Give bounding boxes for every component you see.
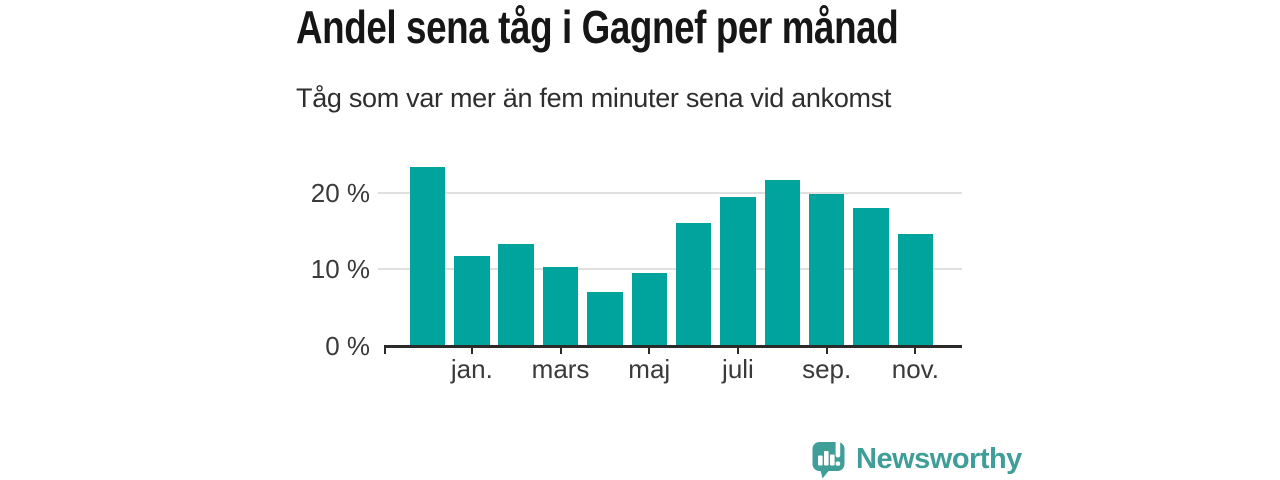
x-axis-line (384, 345, 962, 348)
bar (542, 267, 579, 346)
chart-title: Andel sena tåg i Gagnef per månad (296, 1, 899, 53)
x-tick-label: nov. (891, 354, 939, 384)
bar (853, 208, 889, 346)
bar (409, 167, 446, 346)
bar (897, 234, 934, 346)
bar-chart-plot: jan. mars maj juli sep. nov. (378, 160, 962, 383)
x-axis-tick (736, 347, 739, 354)
bar (631, 273, 667, 346)
y-tick-label: 20 % (310, 177, 370, 208)
x-axis-tick (470, 347, 473, 354)
brand-name: Newsworthy (856, 442, 1022, 475)
x-tick-label: maj (628, 354, 671, 384)
bar (764, 179, 801, 346)
y-tick-label: 0 % (325, 331, 370, 361)
x-axis-tick (825, 347, 828, 354)
chart-subtitle: Tåg som var mer än fem minuter sena vid … (296, 83, 892, 113)
bar (454, 255, 490, 346)
bar (720, 197, 756, 346)
y-axis-labels: 0 % 10 % 20 % (284, 160, 370, 361)
gridline (378, 268, 962, 271)
x-tick-label: jan. (450, 354, 493, 384)
gridline (378, 191, 962, 194)
x-tick-label: sep. (802, 354, 852, 384)
newsworthy-logo-icon (812, 439, 845, 479)
brand-footer: Newsworthy (808, 436, 1022, 480)
x-axis-tick (648, 347, 651, 354)
x-axis-tick (559, 347, 562, 354)
x-axis-tick (914, 347, 917, 354)
x-tick-label: mars (531, 354, 590, 384)
bar (675, 222, 712, 346)
bar (587, 292, 623, 346)
x-axis-tick (383, 347, 386, 354)
bar (498, 244, 534, 346)
x-tick-label: juli (722, 354, 754, 384)
bar (808, 194, 845, 346)
y-tick-label: 10 % (310, 254, 370, 285)
